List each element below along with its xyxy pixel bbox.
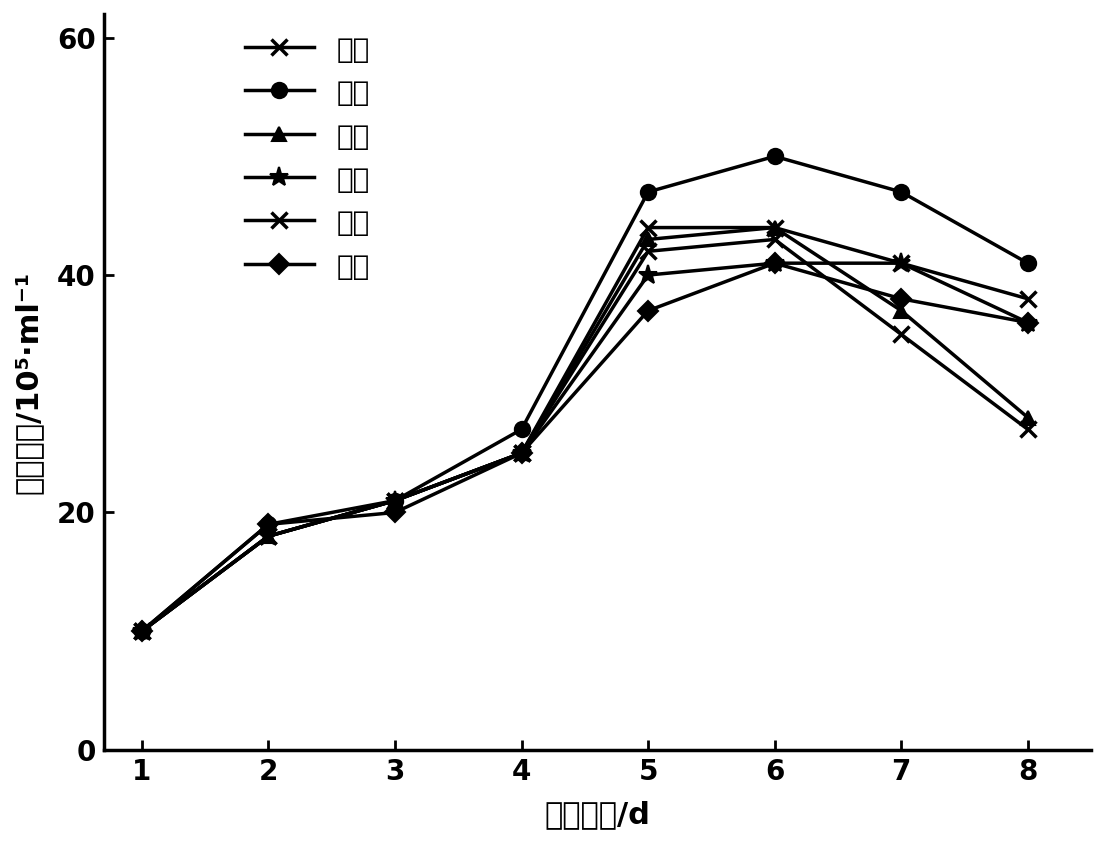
Line: 红光: 红光 xyxy=(134,148,1035,639)
白光 xyxy=(642,223,655,233)
白光 xyxy=(895,258,908,268)
白光 xyxy=(1021,293,1034,303)
白光 xyxy=(135,626,148,636)
白光 xyxy=(388,496,401,506)
白光 xyxy=(515,448,528,459)
黄光 xyxy=(1021,412,1034,422)
红光 xyxy=(388,496,401,506)
黄光 xyxy=(388,496,401,506)
紫光 xyxy=(135,626,148,636)
黄光 xyxy=(768,223,781,233)
绿光 xyxy=(768,258,781,268)
Y-axis label: 细胞浓度/10⁵·ml⁻¹: 细胞浓度/10⁵·ml⁻¹ xyxy=(14,271,43,493)
蓝光 xyxy=(768,258,781,268)
紫光 xyxy=(895,330,908,340)
黄光 xyxy=(895,306,908,316)
红光 xyxy=(262,519,275,529)
紫光 xyxy=(768,234,781,244)
绿光 xyxy=(642,306,655,316)
紫光 xyxy=(642,246,655,256)
绿光 xyxy=(1021,318,1034,328)
黄光 xyxy=(262,531,275,541)
白光 xyxy=(768,223,781,233)
绿光 xyxy=(388,507,401,518)
黄光 xyxy=(515,448,528,459)
红光 xyxy=(515,424,528,434)
Line: 白光: 白光 xyxy=(134,220,1035,639)
红光 xyxy=(768,151,781,161)
紫光 xyxy=(262,531,275,541)
蓝光 xyxy=(1021,318,1034,328)
红光 xyxy=(1021,258,1034,268)
蓝光 xyxy=(515,448,528,459)
Line: 蓝光: 蓝光 xyxy=(133,254,1038,641)
紫光 xyxy=(388,496,401,506)
蓝光 xyxy=(642,270,655,280)
Line: 黄光: 黄光 xyxy=(135,221,1034,638)
Legend: 白光, 红光, 黄光, 蓝光, 紫光, 绿光: 白光, 红光, 黄光, 蓝光, 紫光, 绿光 xyxy=(236,28,378,289)
Line: 紫光: 紫光 xyxy=(134,232,1035,639)
紫光 xyxy=(1021,424,1034,434)
黄光 xyxy=(135,626,148,636)
白光 xyxy=(262,531,275,541)
蓝光 xyxy=(135,626,148,636)
X-axis label: 培养时间/d: 培养时间/d xyxy=(545,800,651,830)
绿光 xyxy=(515,448,528,459)
红光 xyxy=(642,187,655,197)
红光 xyxy=(895,187,908,197)
蓝光 xyxy=(388,496,401,506)
黄光 xyxy=(642,234,655,244)
红光 xyxy=(135,626,148,636)
绿光 xyxy=(135,626,148,636)
Line: 绿光: 绿光 xyxy=(135,256,1034,638)
蓝光 xyxy=(895,258,908,268)
绿光 xyxy=(895,293,908,303)
紫光 xyxy=(515,448,528,459)
绿光 xyxy=(262,519,275,529)
蓝光 xyxy=(262,531,275,541)
